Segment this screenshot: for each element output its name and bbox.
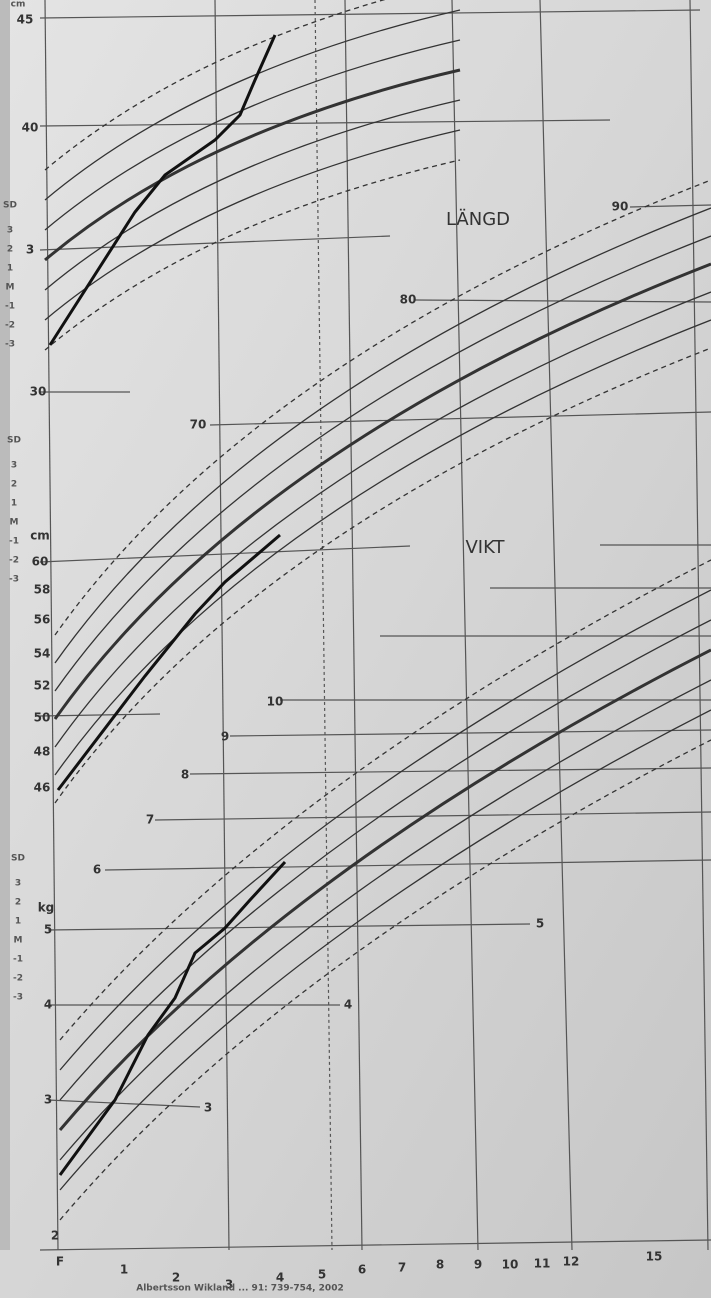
section-title: LÄNGD	[446, 209, 510, 230]
tick-label: 48	[34, 745, 51, 759]
left-margin	[0, 0, 10, 1250]
x-tick-label: 9	[474, 1258, 482, 1272]
sd-label: SD	[3, 201, 17, 211]
tick-label: 8	[181, 768, 189, 782]
x-tick-label: 5	[318, 1268, 326, 1282]
x-tick-label: 10	[502, 1258, 519, 1272]
sd-label: M	[6, 283, 15, 293]
sd-label: -1	[5, 302, 15, 312]
sd-label: 1	[15, 917, 21, 927]
sd-label: 2	[7, 245, 13, 255]
tick-label: 56	[34, 613, 51, 627]
growth-chart-photo: cm4540330LÄNGDcm9080706058565452504846VI…	[0, 0, 711, 1298]
sd-label: SD	[11, 854, 25, 864]
x-tick-label: 8	[436, 1258, 444, 1272]
sd-label: -3	[5, 340, 15, 350]
tick-label: 52	[34, 679, 51, 693]
sd-label: 3	[11, 461, 17, 471]
tick-label: 58	[34, 583, 51, 597]
x-tick-label: 12	[563, 1255, 580, 1269]
x-tick-label: 15	[646, 1250, 663, 1264]
sd-label: 1	[7, 264, 13, 274]
x-tick-label: 11	[534, 1257, 551, 1271]
tick-label: 40	[22, 121, 39, 135]
tick-label: 70	[190, 418, 207, 432]
tick-label: 3	[26, 243, 34, 257]
section-title: VIKT	[465, 537, 505, 558]
tick-label: 54	[34, 647, 51, 661]
sd-label: 3	[7, 226, 13, 236]
tick-label: 6	[93, 863, 101, 877]
x-tick-label: F	[56, 1255, 64, 1269]
x-tick-label: 2	[172, 1271, 180, 1285]
tick-label: 5	[44, 923, 52, 937]
sd-label: -3	[13, 993, 23, 1003]
x-tick-label: 7	[398, 1261, 406, 1275]
unit-label: cm	[30, 529, 50, 543]
tick-label: 2	[51, 1229, 59, 1243]
tick-label: 4	[344, 998, 352, 1012]
sd-label: 2	[15, 898, 21, 908]
tick-label: 3	[204, 1101, 212, 1115]
tick-label: 50	[34, 711, 51, 725]
tick-label: 45	[17, 13, 34, 27]
sd-label: -3	[9, 575, 19, 585]
tick-label: 5	[536, 917, 544, 931]
sd-label: SD	[7, 436, 21, 446]
sd-label: -2	[13, 974, 23, 984]
tick-label: 80	[400, 293, 417, 307]
sd-label: M	[14, 936, 23, 946]
x-tick-label: 6	[358, 1263, 366, 1277]
sd-label: 2	[11, 480, 17, 490]
sd-label: -2	[9, 556, 19, 566]
sd-label: 1	[11, 499, 17, 509]
tick-label: 60	[32, 555, 49, 569]
footer-citation: Albertsson Wikland ... 91: 739-754, 2002	[136, 1284, 343, 1294]
tick-label: 3	[44, 1093, 52, 1107]
unit-label: kg	[38, 901, 55, 915]
tick-label: 10	[267, 695, 284, 709]
x-tick-label: 4	[276, 1271, 284, 1285]
sd-label: M	[10, 518, 19, 528]
tick-label: 46	[34, 781, 51, 795]
sd-label: 3	[15, 879, 21, 889]
sd-label: -2	[5, 321, 15, 331]
x-tick-label: 1	[120, 1263, 128, 1277]
tick-label: 90	[612, 200, 629, 214]
sd-label: -1	[13, 955, 23, 965]
tick-label: 30	[30, 385, 47, 399]
tick-label: 4	[44, 998, 52, 1012]
unit-label: cm	[11, 0, 26, 10]
tick-label: 9	[221, 730, 229, 744]
tick-label: 7	[146, 813, 154, 827]
sd-label: -1	[9, 537, 19, 547]
